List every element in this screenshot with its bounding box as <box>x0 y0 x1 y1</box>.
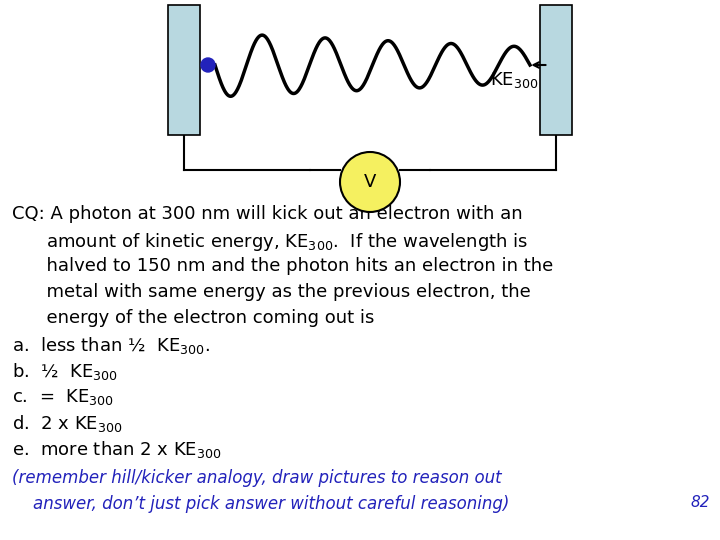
FancyBboxPatch shape <box>168 5 200 135</box>
Text: energy of the electron coming out is: energy of the electron coming out is <box>12 309 374 327</box>
Text: b.  ½  KE$_{300}$: b. ½ KE$_{300}$ <box>12 361 118 382</box>
Text: answer, don’t just pick answer without careful reasoning): answer, don’t just pick answer without c… <box>12 495 509 513</box>
Text: metal with same energy as the previous electron, the: metal with same energy as the previous e… <box>12 283 531 301</box>
Text: amount of kinetic energy, KE$_{300}$.  If the wavelength is: amount of kinetic energy, KE$_{300}$. If… <box>12 231 528 253</box>
Text: halved to 150 nm and the photon hits an electron in the: halved to 150 nm and the photon hits an … <box>12 257 553 275</box>
Text: (remember hill/kicker analogy, draw pictures to reason out: (remember hill/kicker analogy, draw pict… <box>12 469 502 487</box>
Circle shape <box>201 58 215 72</box>
Text: 82: 82 <box>690 495 710 510</box>
Text: d.  2 x KE$_{300}$: d. 2 x KE$_{300}$ <box>12 413 122 434</box>
Text: a.  less than ½  KE$_{300}$.: a. less than ½ KE$_{300}$. <box>12 335 210 356</box>
Text: CQ: A photon at 300 nm will kick out an electron with an: CQ: A photon at 300 nm will kick out an … <box>12 205 523 223</box>
Text: V: V <box>364 173 376 191</box>
Text: e.  more than 2 x KE$_{300}$: e. more than 2 x KE$_{300}$ <box>12 439 222 460</box>
Text: c.  =  KE$_{300}$: c. = KE$_{300}$ <box>12 387 114 407</box>
FancyBboxPatch shape <box>540 5 572 135</box>
Text: KE$_{300}$: KE$_{300}$ <box>490 70 539 90</box>
Circle shape <box>340 152 400 212</box>
